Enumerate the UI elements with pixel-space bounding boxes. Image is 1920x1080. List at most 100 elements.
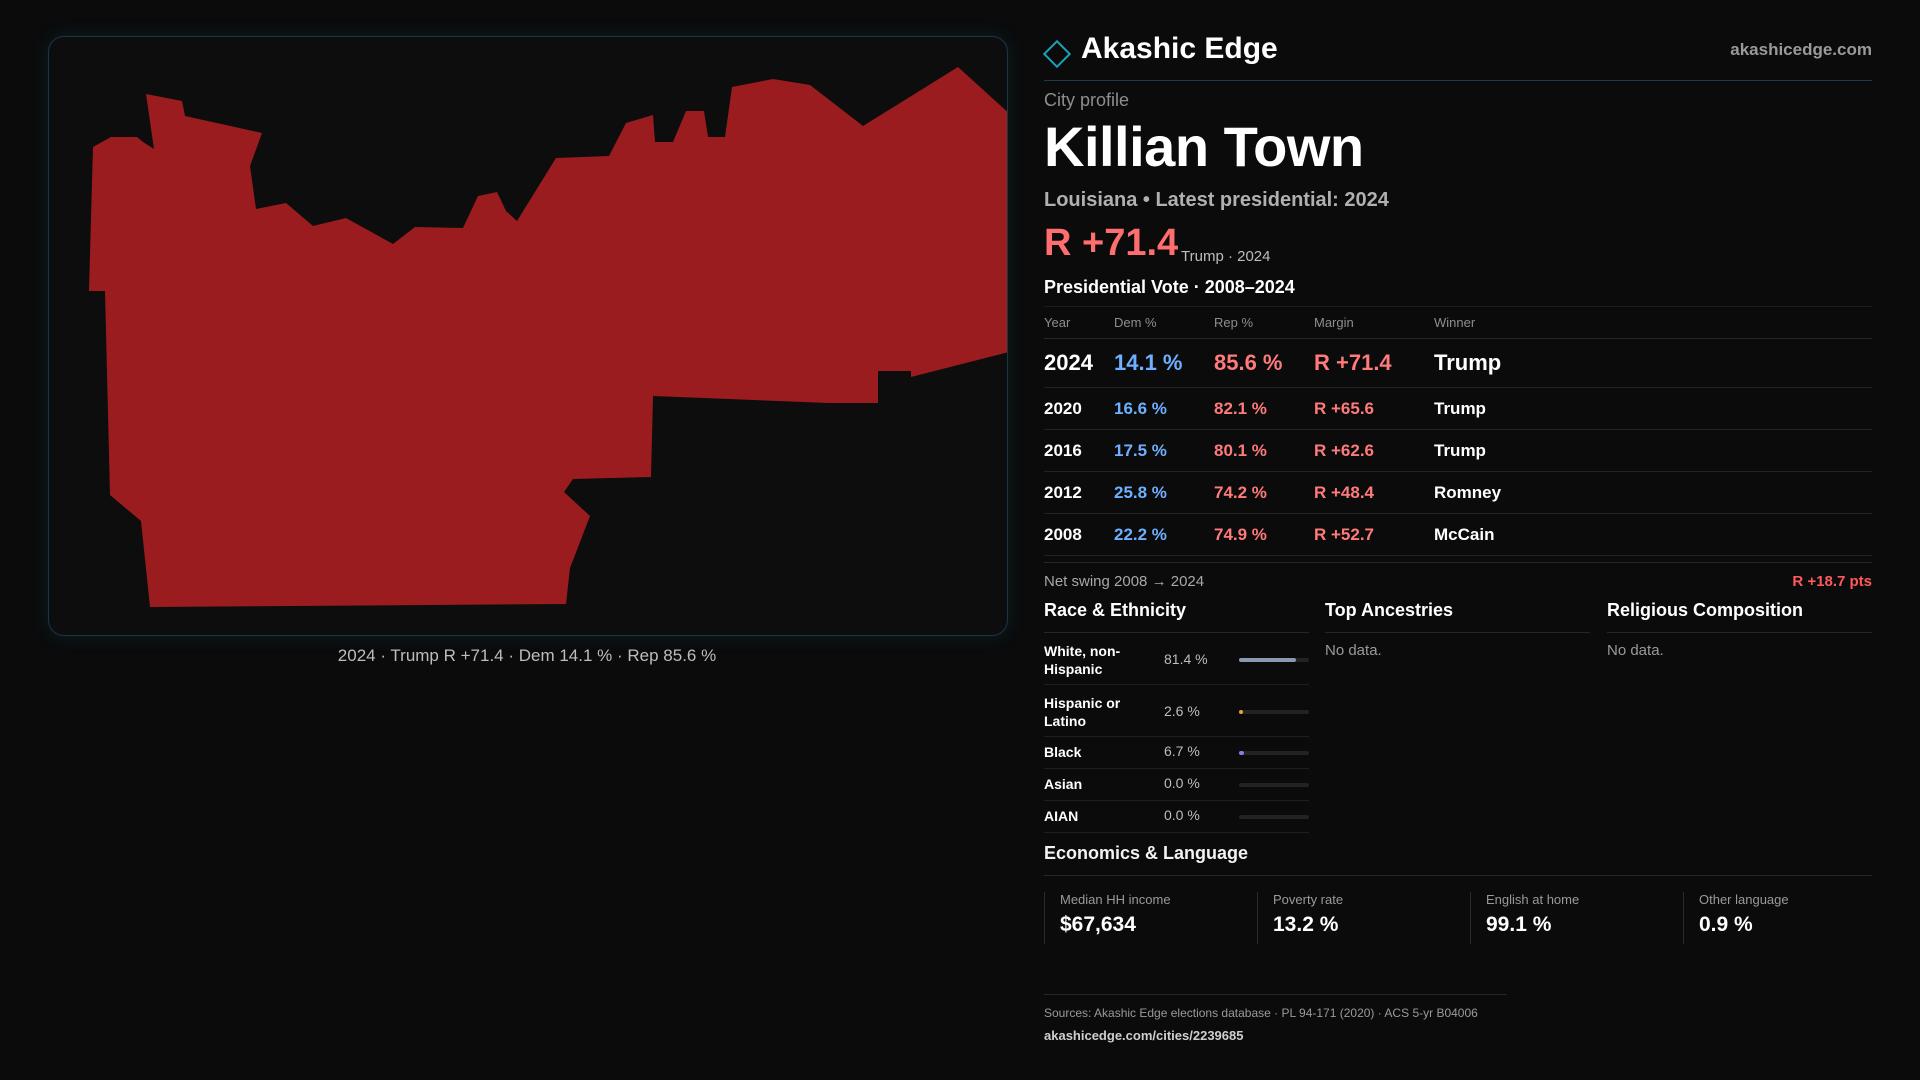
page-title: Killian Town — [1044, 115, 1364, 178]
map-panel[interactable] — [48, 36, 1008, 636]
race-row: White, non-Hispanic 81.4 % — [1044, 633, 1309, 685]
cell-dem: 22.2 % — [1114, 525, 1167, 544]
profile-subtitle: Louisiana • Latest presidential: 2024 — [1044, 189, 1389, 211]
table-row: 2012 25.8 % 74.2 % R +48.4 Romney — [1044, 472, 1872, 514]
net-swing-row: Net swing 2008 → 2024 R +18.7 pts — [1044, 562, 1872, 590]
cell-year: 2020 — [1044, 399, 1082, 418]
econ-label: Median HH income — [1060, 892, 1171, 907]
econ-value: 13.2 % — [1273, 913, 1339, 936]
table-row: 2008 22.2 % 74.9 % R +52.7 McCain — [1044, 514, 1872, 556]
header-year: Year — [1044, 315, 1071, 330]
map-caption: 2024 · Trump R +71.4 · Dem 14.1 % · Rep … — [337, 646, 717, 665]
race-name: AIAN — [1044, 808, 1079, 824]
econ-value: 0.9 % — [1699, 913, 1753, 936]
vote-section-title: Presidential Vote · 2008–2024 — [1044, 277, 1295, 297]
race-name: White, non-Hispanic — [1044, 643, 1121, 677]
race-bar-track — [1239, 658, 1309, 662]
econ-label: Poverty rate — [1273, 892, 1344, 907]
race-row: Hispanic or Latino 2.6 % — [1044, 685, 1309, 737]
city-boundary-shape — [89, 67, 1007, 607]
headline-margin-note: Trump · 2024 — [1181, 248, 1271, 265]
table-row: 2016 17.5 % 80.1 % R +62.6 Trump — [1044, 430, 1872, 472]
race-bar-fill — [1239, 658, 1296, 662]
race-bar-track — [1239, 751, 1309, 755]
econ-stat-other-language: Other language 0.9 % — [1683, 892, 1789, 944]
econ-value: 99.1 % — [1486, 913, 1552, 936]
ancestries-section: Top Ancestries No data. — [1325, 600, 1590, 659]
cell-winner: Trump — [1434, 350, 1502, 375]
cell-winner: Trump — [1434, 441, 1486, 460]
race-name: Hispanic or Latino — [1044, 695, 1121, 729]
cell-margin: R +52.7 — [1314, 525, 1375, 544]
race-pct: 81.4 % — [1164, 651, 1208, 667]
race-bar-fill — [1239, 751, 1244, 755]
cell-margin: R +71.4 — [1314, 350, 1392, 375]
cell-dem: 17.5 % — [1114, 441, 1167, 460]
header-dem: Dem % — [1114, 315, 1157, 330]
cell-year: 2012 — [1044, 483, 1082, 502]
net-swing-value: R +18.7 pts — [1792, 573, 1872, 590]
religion-section: Religious Composition No data. — [1607, 600, 1872, 659]
religion-title: Religious Composition — [1607, 600, 1872, 633]
cell-rep: 74.2 % — [1214, 483, 1267, 502]
race-pct: 2.6 % — [1164, 703, 1200, 719]
econ-stat-english: English at home 99.1 % — [1470, 892, 1579, 944]
race-bar-fill — [1239, 710, 1243, 714]
cell-rep: 82.1 % — [1214, 399, 1267, 418]
cell-rep: 85.6 % — [1214, 350, 1283, 375]
race-pct: 6.7 % — [1164, 743, 1200, 759]
cell-year: 2008 — [1044, 525, 1082, 544]
diamond-logo-icon — [1042, 39, 1072, 69]
header-rep: Rep % — [1214, 315, 1254, 330]
cell-margin: R +48.4 — [1314, 483, 1375, 502]
cell-margin: R +62.6 — [1314, 441, 1375, 460]
race-name: Asian — [1044, 776, 1083, 792]
race-row: AIAN 0.0 % — [1044, 801, 1309, 833]
sources-text: Sources: Akashic Edge elections database… — [1044, 1006, 1478, 1020]
economics-title: Economics & Language — [1044, 843, 1872, 876]
sources-footer: Sources: Akashic Edge elections database… — [1044, 994, 1507, 1043]
header-margin: Margin — [1314, 315, 1354, 330]
religion-empty: No data. — [1607, 642, 1664, 659]
cell-year: 2024 — [1044, 350, 1093, 375]
cell-rep: 80.1 % — [1214, 441, 1267, 460]
race-name: Black — [1044, 744, 1082, 760]
presidential-vote-table: Year Dem % Rep % Margin Winner 2024 14.1… — [1044, 306, 1872, 556]
econ-label: English at home — [1486, 892, 1580, 907]
net-swing-label: Net swing 2008 → 2024 — [1044, 573, 1205, 590]
race-pct: 0.0 % — [1164, 775, 1200, 791]
ancestries-title: Top Ancestries — [1325, 600, 1590, 633]
econ-stat-poverty: Poverty rate 13.2 % — [1257, 892, 1343, 944]
table-row: 2020 16.6 % 82.1 % R +65.6 Trump — [1044, 388, 1872, 430]
race-bar-track — [1239, 815, 1309, 819]
table-row: 2024 14.1 % 85.6 % R +71.4 Trump — [1044, 339, 1872, 388]
profile-kicker: City profile — [1044, 90, 1130, 110]
race-row: Black 6.7 % — [1044, 737, 1309, 769]
econ-stat-income: Median HH income $67,634 — [1044, 892, 1171, 944]
cell-dem: 16.6 % — [1114, 399, 1167, 418]
race-row: Asian 0.0 % — [1044, 769, 1309, 801]
brand-site-link[interactable]: akashicedge.com — [1730, 40, 1872, 59]
econ-value: $67,634 — [1060, 913, 1136, 936]
econ-label: Other language — [1699, 892, 1789, 907]
cell-year: 2016 — [1044, 441, 1082, 460]
ancestries-empty: No data. — [1325, 642, 1382, 659]
race-section-title: Race & Ethnicity — [1044, 600, 1309, 633]
race-bar-track — [1239, 710, 1309, 714]
city-boundary-map — [89, 67, 1007, 607]
cell-rep: 74.9 % — [1214, 525, 1267, 544]
page-url-link[interactable]: akashicedge.com/cities/2239685 — [1044, 1028, 1244, 1043]
header-winner: Winner — [1434, 315, 1476, 330]
cell-margin: R +65.6 — [1314, 399, 1375, 418]
race-pct: 0.0 % — [1164, 807, 1200, 823]
brand-name[interactable]: Akashic Edge — [1081, 32, 1278, 65]
brand-header: Akashic Edge akashicedge.com — [1042, 30, 1872, 81]
race-ethnicity-section: Race & Ethnicity White, non-Hispanic 81.… — [1044, 600, 1309, 833]
cell-winner: McCain — [1434, 525, 1495, 544]
cell-winner: Trump — [1434, 399, 1486, 418]
cell-winner: Romney — [1434, 483, 1502, 502]
cell-dem: 25.8 % — [1114, 483, 1167, 502]
cell-dem: 14.1 % — [1114, 350, 1183, 375]
table-header: Year Dem % Rep % Margin Winner — [1044, 307, 1872, 339]
headline-margin: R +71.4 — [1044, 222, 1179, 264]
